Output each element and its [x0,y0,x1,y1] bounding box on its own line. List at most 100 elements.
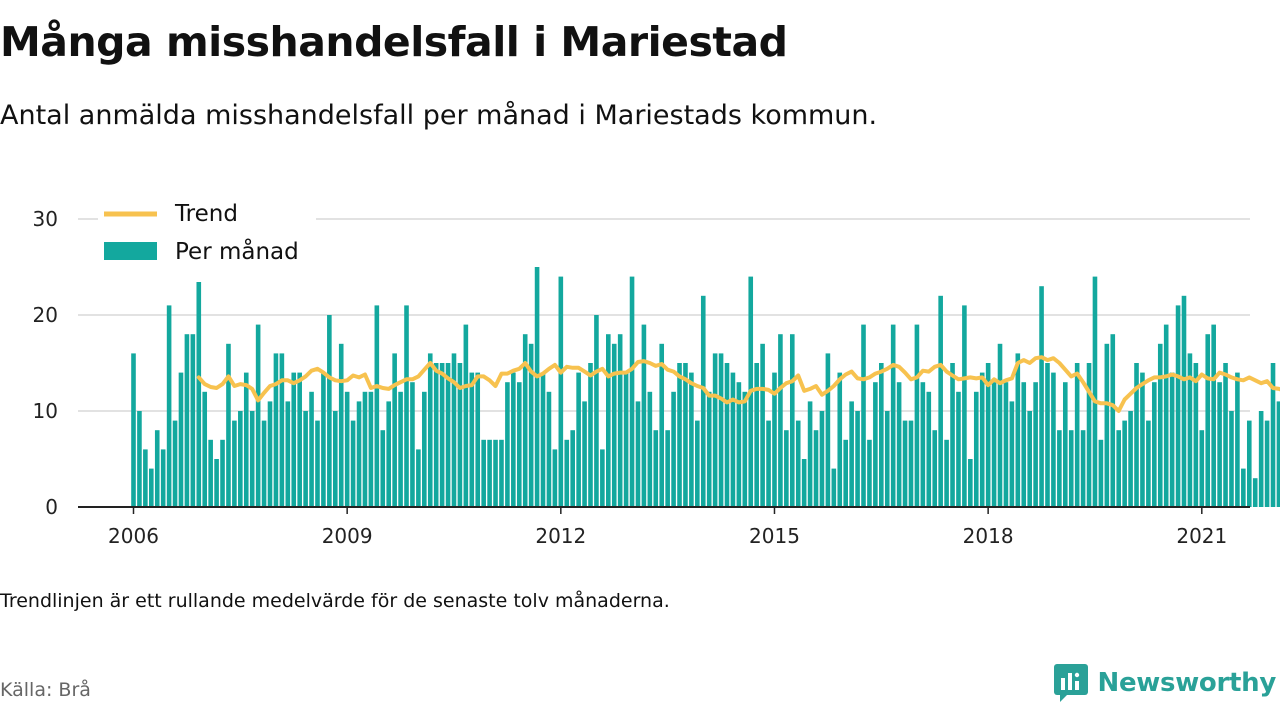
legend-bars-label: Per månad [175,237,299,265]
bar [1241,468,1246,507]
bar [416,449,421,507]
bar [226,343,231,507]
bar [807,401,813,507]
bar [968,459,973,507]
bar [1181,295,1187,507]
x-tick-label: 2015 [749,524,800,548]
bar [208,439,213,507]
bar [837,372,843,507]
bar [481,439,486,507]
bar [392,353,397,507]
bar [261,420,267,507]
bar [350,420,356,507]
bar [766,420,771,507]
bar [873,382,878,507]
bar [1134,363,1139,507]
bar [606,334,611,507]
bar [285,401,291,507]
bar [1199,430,1205,507]
bar [718,353,724,507]
bar [439,363,445,507]
bar [315,420,320,507]
chart-title: Många misshandelsfall i Mariestad [0,18,788,66]
bar [196,276,202,507]
x-tick-label: 2021 [1176,524,1227,548]
bar [338,343,344,507]
bar [849,401,854,507]
bar [321,372,326,507]
bar [700,295,706,507]
bar [712,353,718,507]
bar [356,401,362,507]
bar [220,439,225,507]
bar [795,420,801,507]
bar [368,391,374,507]
bar [143,449,148,507]
bar [149,468,154,507]
bar [154,430,160,507]
bar [1211,324,1216,507]
bar [422,391,427,507]
axes: 01020302006200920122015201820212024 [33,207,1250,548]
bar [451,353,457,507]
bar [1193,363,1199,507]
bar [1057,430,1062,507]
bar [683,363,688,507]
bar [160,449,166,507]
bar [1276,401,1280,507]
bar [979,372,985,507]
bar [433,363,439,507]
brand-name: Newsworthy [1097,668,1277,698]
bar [166,305,172,507]
y-tick-label: 20 [33,303,58,327]
bar [576,372,581,507]
bar [511,372,516,507]
bar [629,276,635,507]
bar [309,391,314,507]
bar [386,401,392,507]
bar [273,353,279,507]
bar [902,420,908,507]
bar [962,305,967,507]
bar [528,343,534,507]
y-tick-label: 30 [33,207,58,231]
bar [754,363,759,507]
bar [1235,372,1240,507]
bar [1027,411,1032,507]
bar [653,430,659,507]
bar [1003,382,1009,507]
bar [172,420,178,507]
bar [499,439,504,507]
bar [184,334,190,507]
bar [997,343,1003,507]
bar [243,372,249,507]
bar [137,411,142,507]
bar [1223,363,1228,507]
bar [582,401,587,507]
bar [985,363,991,507]
bar [1074,363,1080,507]
bar [279,353,285,507]
bar [784,430,789,507]
bar [1116,430,1122,507]
bar [1068,430,1074,507]
bar [249,411,255,507]
bar [1157,343,1163,507]
bar [570,430,575,507]
bar [1229,411,1234,507]
bar [303,411,308,507]
bar [665,430,670,507]
legend-trend-label: Trend [174,201,238,227]
bar [950,363,955,507]
bar [1264,420,1270,507]
bar [1110,334,1116,507]
bar [1169,372,1175,507]
bar [1086,363,1092,507]
bar [671,391,676,507]
bar [232,420,237,507]
bar [736,382,742,507]
bar [1146,420,1151,507]
bar [641,324,647,507]
brand-logo[interactable]: Newsworthy [1053,664,1277,702]
x-tick-label: 2018 [963,524,1014,548]
